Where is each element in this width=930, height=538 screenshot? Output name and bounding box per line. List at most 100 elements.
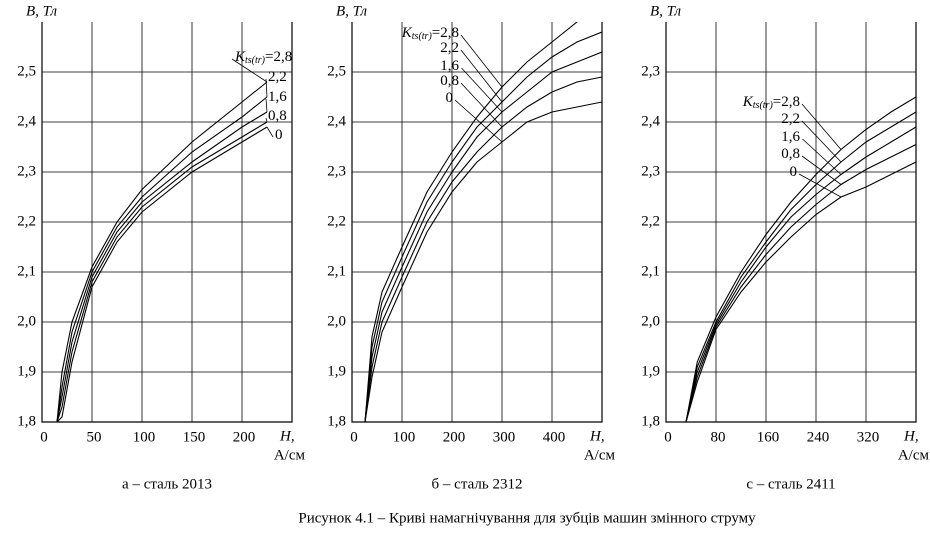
plot-frame — [41, 22, 293, 423]
y-tick-label: 1,8 — [17, 413, 36, 429]
legend-value: 0 — [446, 90, 454, 106]
curve — [364, 76, 602, 422]
x-tick-label: 100 — [133, 429, 156, 445]
legend-subscript: ts(tr) — [412, 31, 433, 42]
y-axis-label: B, Тл — [336, 3, 367, 19]
y-axis-label: B, Тл — [650, 3, 681, 19]
x-tick-label: 50 — [87, 429, 102, 445]
legend-value: 2,2 — [440, 40, 459, 56]
y-tick-label: 2,5 — [327, 63, 346, 79]
legend-value: 2,2 — [268, 69, 287, 85]
leader-line — [460, 82, 503, 128]
curve — [364, 51, 602, 422]
legend-value: 2,8 — [440, 25, 459, 41]
legend-label: 0,8 — [440, 73, 459, 89]
legend-value: 2,8 — [273, 49, 292, 65]
leader-line — [265, 78, 268, 98]
legend-label: 2,2 — [781, 111, 800, 127]
plot — [665, 22, 917, 423]
legend-sign: = — [432, 25, 440, 41]
leader-line — [266, 126, 274, 138]
x-tick-label: 320 — [857, 429, 880, 445]
x-tick-label: 100 — [393, 429, 416, 445]
y-tick-label: 2,4 — [327, 113, 346, 129]
legend-label: 0,8 — [781, 146, 800, 162]
leader-line — [461, 67, 503, 113]
y-tick-label: 2,2 — [641, 213, 660, 229]
plot-frame — [665, 22, 917, 423]
y-tick-label: 2,3 — [17, 163, 36, 179]
x-axis-label: А/см — [584, 447, 616, 463]
leader-line — [231, 58, 268, 83]
y-tick-label: 1,9 — [641, 363, 660, 379]
legend-subscript: ts(tr) — [753, 100, 774, 111]
leader-line — [265, 98, 268, 113]
legend-label: 0 — [790, 164, 798, 180]
curve — [56, 121, 268, 422]
curve — [685, 96, 916, 422]
curve — [56, 126, 268, 422]
subtitle: с – сталь 2411 — [746, 476, 835, 492]
curve — [56, 111, 268, 422]
y-tick-label: 2,4 — [641, 113, 660, 129]
y-tick-label: 1,9 — [17, 363, 36, 379]
y-tick-label: 1,9 — [327, 363, 346, 379]
y-tick-label: 2,0 — [327, 313, 346, 329]
x-tick-label: 0 — [350, 429, 358, 445]
y-tick-label: 2,3 — [641, 163, 660, 179]
y-tick-label: 2,0 — [641, 313, 660, 329]
y-tick-label: 2,1 — [641, 263, 660, 279]
y-tick-label: 2,0 — [17, 313, 36, 329]
y-tick-label: 2,5 — [17, 63, 36, 79]
plot — [41, 22, 293, 423]
x-tick-label: 400 — [543, 429, 566, 445]
y-tick-label: 1,8 — [641, 413, 660, 429]
legend-label: 0 — [275, 127, 283, 143]
legend-value: 0,8 — [781, 146, 800, 162]
legend-value: 0,8 — [268, 108, 287, 124]
leader-line — [802, 138, 842, 175]
curve — [56, 96, 268, 422]
legend-label: 1,6 — [268, 89, 287, 105]
y-tick-label: 2,3 — [327, 163, 346, 179]
x-axis-label: H, — [903, 428, 919, 444]
leader-line — [460, 49, 503, 103]
legend-sign: = — [773, 94, 781, 110]
curve — [56, 81, 268, 422]
x-axis-label: А/см — [274, 447, 306, 463]
leader-line — [798, 173, 842, 198]
plot — [351, 22, 603, 423]
leader-line — [265, 117, 268, 123]
x-tick-label: 0 — [664, 429, 672, 445]
subtitle: а – сталь 2013 — [122, 476, 212, 492]
curve — [364, 22, 578, 422]
y-tick-label: 2,3 — [641, 63, 660, 79]
legend-label: 2,2 — [268, 69, 287, 85]
x-tick-label: 300 — [493, 429, 516, 445]
y-tick-label: 2,1 — [17, 263, 36, 279]
curve — [364, 31, 602, 422]
legend-symbol: K — [742, 94, 754, 110]
x-tick-label: 240 — [807, 429, 830, 445]
legend-value: 2,8 — [781, 94, 800, 110]
legend-symbol: K — [234, 49, 246, 65]
legend-label: 0,8 — [268, 108, 287, 124]
legend-sign: = — [265, 49, 273, 65]
curve — [685, 161, 916, 422]
legend-value: 2,2 — [781, 111, 800, 127]
leader-line — [801, 103, 842, 150]
x-axis-label: H, — [589, 428, 605, 444]
legend-label: Kts(tr)=2,8 — [234, 49, 292, 66]
y-tick-label: 2,1 — [327, 263, 346, 279]
legend-label: 1,6 — [440, 58, 459, 74]
y-axis-label: B, Тл — [26, 3, 57, 19]
x-axis-label: А/см — [898, 447, 930, 463]
legend-label: Kts(tr)=2,8 — [742, 94, 800, 111]
curve — [685, 144, 916, 422]
leader-line — [460, 34, 503, 88]
y-tick-label: 2,4 — [17, 113, 36, 129]
leader-line — [801, 155, 842, 185]
legend-label: 2,2 — [440, 40, 459, 56]
x-tick-label: 150 — [183, 429, 206, 445]
